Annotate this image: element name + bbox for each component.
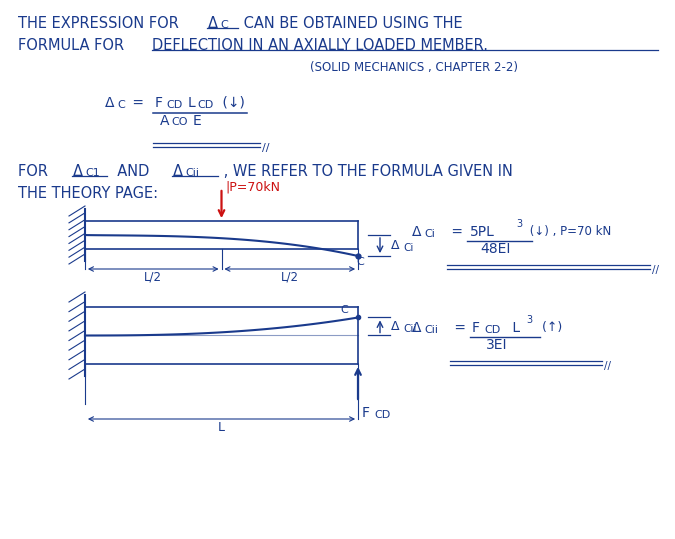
Text: AND: AND xyxy=(108,164,159,179)
Text: Ci: Ci xyxy=(403,244,413,253)
Text: THE EXPRESSION FOR: THE EXPRESSION FOR xyxy=(18,16,184,31)
Text: Δ: Δ xyxy=(412,321,421,335)
Text: //: // xyxy=(604,361,611,371)
Text: L: L xyxy=(218,421,225,434)
Text: =: = xyxy=(450,321,466,335)
Text: A: A xyxy=(160,114,169,128)
Text: DEFLECTION IN AN AXIALLY LOADED MEMBER.: DEFLECTION IN AN AXIALLY LOADED MEMBER. xyxy=(152,38,488,53)
Text: (SOLID MECHANICS , CHAPTER 2-2): (SOLID MECHANICS , CHAPTER 2-2) xyxy=(310,61,518,74)
Text: L/2: L/2 xyxy=(144,271,162,284)
Text: L: L xyxy=(508,321,520,335)
Text: 5PL: 5PL xyxy=(470,225,495,239)
Text: F: F xyxy=(472,321,480,335)
Text: CAN BE OBTAINED USING THE: CAN BE OBTAINED USING THE xyxy=(239,16,462,31)
Text: FORMULA FOR: FORMULA FOR xyxy=(18,38,134,53)
Text: FOR: FOR xyxy=(18,164,57,179)
Text: 3: 3 xyxy=(516,219,522,229)
Text: 3EI: 3EI xyxy=(486,338,508,352)
Text: Δ: Δ xyxy=(391,320,400,333)
Text: L: L xyxy=(188,96,196,110)
Text: THE THEORY PAGE:: THE THEORY PAGE: xyxy=(18,186,158,201)
Text: Cii: Cii xyxy=(424,325,438,335)
Text: C1: C1 xyxy=(85,168,100,178)
Text: Δ: Δ xyxy=(173,164,183,179)
Text: F: F xyxy=(155,96,163,110)
Text: 3: 3 xyxy=(526,315,532,325)
Text: , WE REFER TO THE FORMULA GIVEN IN: , WE REFER TO THE FORMULA GIVEN IN xyxy=(219,164,513,179)
Text: CD: CD xyxy=(374,410,390,420)
Text: CO: CO xyxy=(171,117,188,127)
Text: CD: CD xyxy=(166,100,182,110)
Text: //: // xyxy=(262,143,269,153)
Text: Δ: Δ xyxy=(73,164,83,179)
Text: Δ: Δ xyxy=(105,96,115,110)
Text: Δ: Δ xyxy=(208,16,218,31)
Text: Δ: Δ xyxy=(412,225,421,239)
Text: (↓) , P=70 kN: (↓) , P=70 kN xyxy=(526,225,612,238)
Text: C: C xyxy=(356,257,364,267)
Text: |P=70kN: |P=70kN xyxy=(225,181,281,194)
Text: C: C xyxy=(340,306,348,315)
Text: E: E xyxy=(193,114,202,128)
Text: L/2: L/2 xyxy=(281,271,299,284)
Text: CD: CD xyxy=(484,325,500,335)
Text: (↑): (↑) xyxy=(534,321,562,334)
Text: C: C xyxy=(220,20,227,30)
Text: Δ: Δ xyxy=(391,239,400,252)
Text: Cii: Cii xyxy=(185,168,199,178)
Text: =: = xyxy=(128,96,144,110)
Text: F: F xyxy=(362,406,370,420)
Text: //: // xyxy=(652,265,659,275)
Text: 48EI: 48EI xyxy=(480,242,510,256)
Text: =: = xyxy=(447,225,463,239)
Text: CD: CD xyxy=(197,100,213,110)
Text: C: C xyxy=(117,100,125,110)
Text: (↓): (↓) xyxy=(218,96,245,110)
Text: Cii: Cii xyxy=(403,324,416,335)
Text: Ci: Ci xyxy=(424,229,435,239)
